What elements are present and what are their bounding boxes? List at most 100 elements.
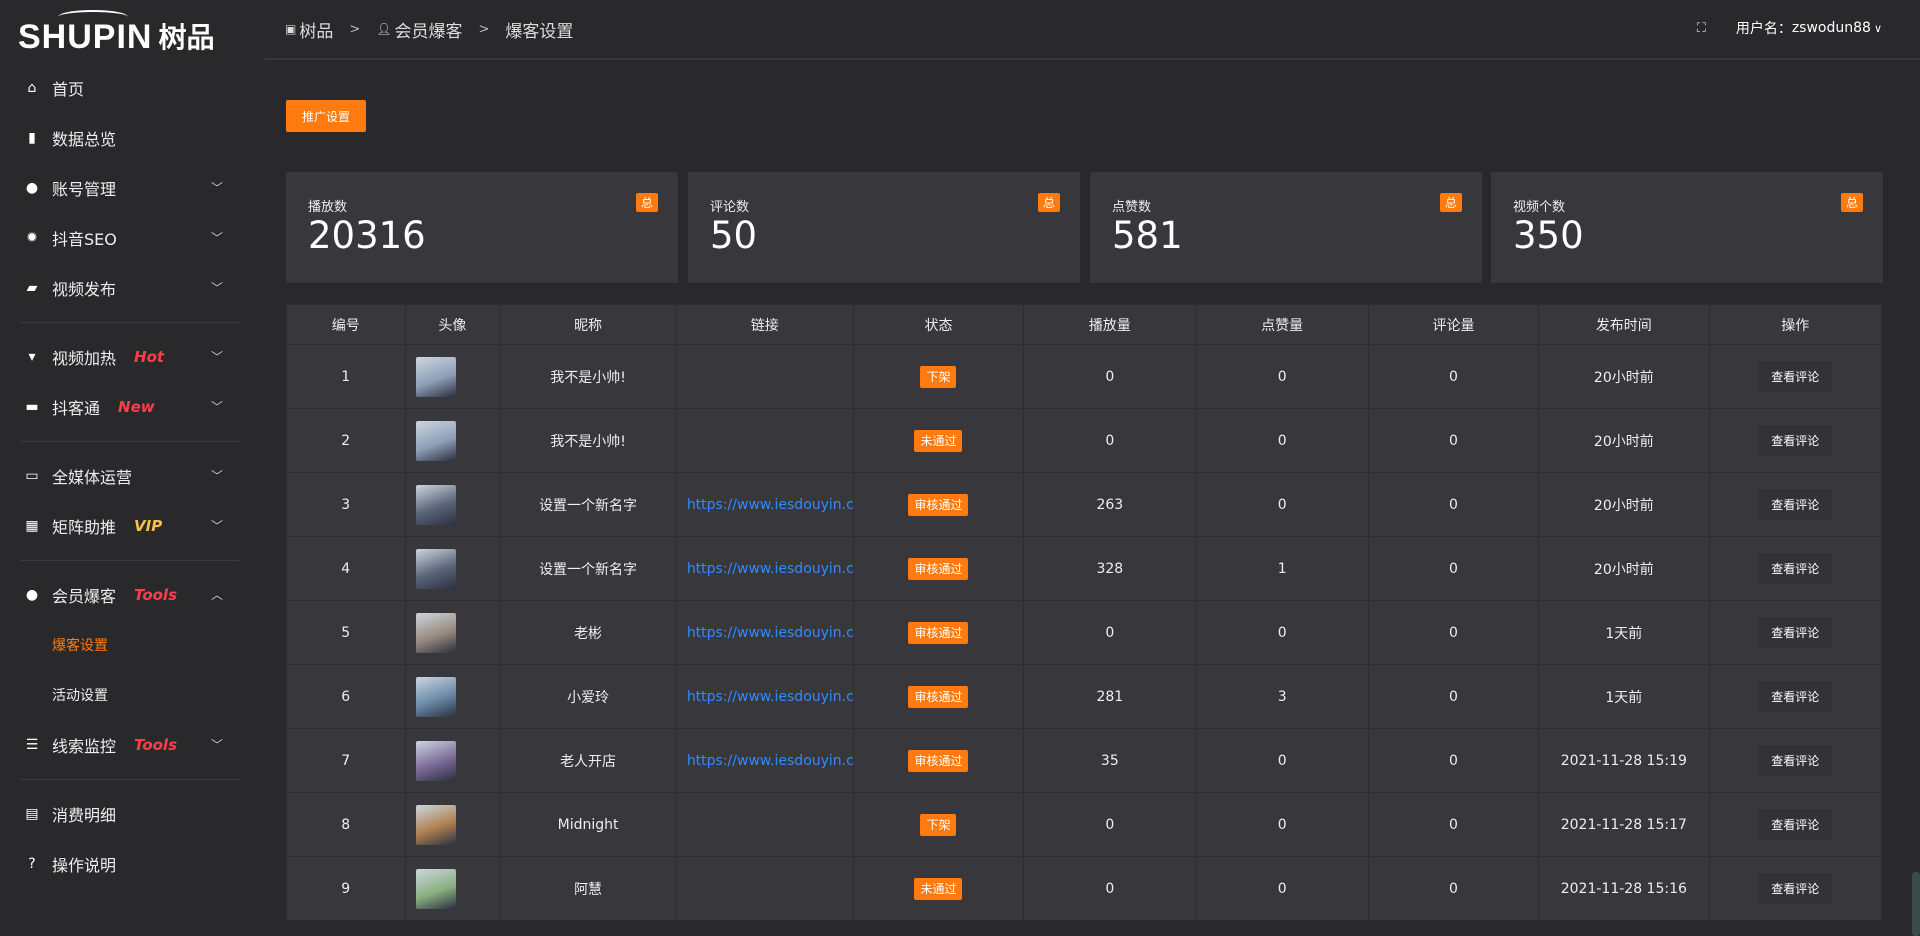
sidebar-item[interactable]: ▮ 数据总览 xyxy=(0,113,265,163)
cell-link xyxy=(675,856,854,921)
view-comments-button[interactable]: 查看评论 xyxy=(1758,362,1833,391)
sidebar-item-label: 抖音SEO xyxy=(52,230,117,249)
video-link[interactable]: https://www.iesdouyin.c xyxy=(686,560,853,577)
cell-time: 20小时前 xyxy=(1538,536,1710,601)
promo-settings-button[interactable]: 推广设置 xyxy=(286,100,366,132)
view-comments-button[interactable]: 查看评论 xyxy=(1758,810,1833,839)
chevron-down-icon: ﹀ xyxy=(210,350,223,364)
sidebar-subitem[interactable]: 爆客设置 xyxy=(0,620,265,670)
breadcrumb-item[interactable]: 会员爆客 xyxy=(394,21,463,42)
sidebar-item[interactable]: ▦ 矩阵助推 VIP ﹀ xyxy=(0,501,265,551)
sidebar-item-label: 操作说明 xyxy=(52,856,117,875)
stat-label: 播放数 xyxy=(308,200,348,215)
avatar xyxy=(415,612,456,653)
video-link[interactable]: https://www.iesdouyin.c xyxy=(686,496,853,513)
view-comments-button[interactable]: 查看评论 xyxy=(1758,426,1833,455)
cell-link: https://www.iesdouyin.c xyxy=(675,536,854,601)
sidebar-item[interactable]: ✹ 抖音SEO ﹀ xyxy=(0,213,265,263)
view-comments-button[interactable]: 查看评论 xyxy=(1758,554,1833,583)
sidebar-item[interactable]: ▤ 消费明细 xyxy=(0,789,265,839)
view-comments-button[interactable]: 查看评论 xyxy=(1758,746,1833,775)
column-header: 播放量 xyxy=(1023,304,1197,345)
sidebar-item-label: 线索监控 xyxy=(52,737,117,756)
cell-avatar xyxy=(404,664,501,729)
cell-avatar xyxy=(404,728,501,793)
stat-card: 点赞数 581 总 xyxy=(1090,172,1482,283)
sidebar-item[interactable]: ▭ 全媒体运营 ﹀ xyxy=(0,451,265,501)
status-badge: 下架 xyxy=(920,814,957,836)
cell-link: https://www.iesdouyin.c xyxy=(675,600,854,665)
cell-avatar xyxy=(404,600,501,665)
cell-avatar xyxy=(404,536,501,601)
status-badge: 审核通过 xyxy=(908,558,969,580)
table-row: 5 老彬 https://www.iesdouyin.c 审核通过 0 0 0 … xyxy=(286,600,1883,665)
cell-link xyxy=(675,408,854,473)
video-link[interactable]: https://www.iesdouyin.c xyxy=(686,688,853,705)
cell-comments: 0 xyxy=(1367,728,1540,793)
sidebar-subitem[interactable]: 活动设置 xyxy=(0,670,265,720)
breadcrumb-current: 爆客设置 xyxy=(505,21,574,42)
cell-time: 20小时前 xyxy=(1538,472,1710,537)
cell-likes: 1 xyxy=(1195,536,1369,601)
sidebar-item-label: 账号管理 xyxy=(52,180,117,199)
status-badge: 审核通过 xyxy=(908,622,969,644)
cell-avatar xyxy=(404,408,501,473)
stat-label: 点赞数 xyxy=(1112,200,1152,215)
table-header-row: 编号 头像 昵称 链接 状态 播放量 点赞量 评论量 发布时间 操作 xyxy=(286,304,1883,345)
fullscreen-icon[interactable]: ⛶ xyxy=(1696,20,1706,36)
cell-link: https://www.iesdouyin.c xyxy=(675,728,854,793)
cell-status: 审核通过 xyxy=(852,728,1025,793)
avatar xyxy=(415,868,456,909)
view-comments-button[interactable]: 查看评论 xyxy=(1758,874,1833,903)
view-comments-button[interactable]: 查看评论 xyxy=(1758,618,1833,647)
chevron-down-icon[interactable]: ∨ xyxy=(1873,21,1882,35)
cell-comments: 0 xyxy=(1367,856,1540,921)
column-header: 发布时间 xyxy=(1538,304,1710,345)
view-comments-button[interactable]: 查看评论 xyxy=(1758,490,1833,519)
cell-link xyxy=(675,344,854,409)
cell-plays: 35 xyxy=(1023,728,1197,793)
username-dropdown[interactable]: zswodun88 xyxy=(1791,20,1871,36)
cell-plays: 0 xyxy=(1023,792,1197,857)
sidebar-item-label: 抖客通 xyxy=(52,399,101,418)
chevron-down-icon: ﹀ xyxy=(210,738,223,752)
cell-link: https://www.iesdouyin.c xyxy=(675,472,854,537)
table-row: 2 我不是小帅! 未通过 0 0 0 20小时前 查看评论 xyxy=(286,408,1883,473)
cell-time: 1天前 xyxy=(1538,600,1710,665)
grid-icon: ▦ xyxy=(25,518,39,534)
stat-badge: 总 xyxy=(635,193,658,212)
video-link[interactable]: https://www.iesdouyin.c xyxy=(686,624,853,641)
sidebar-item-label: 数据总览 xyxy=(52,130,117,149)
cell-status: 审核通过 xyxy=(852,664,1025,729)
breadcrumb: ▣ 树品 > 👤︎ 会员爆客 > 爆客设置 xyxy=(285,17,573,42)
cell-action: 查看评论 xyxy=(1708,792,1883,857)
cell-comments: 0 xyxy=(1367,472,1540,537)
cell-comments: 0 xyxy=(1367,344,1540,409)
sidebar-item[interactable]: ▬ 抖客通 New ﹀ xyxy=(0,382,265,432)
status-badge: 未通过 xyxy=(914,430,963,452)
sidebar-item[interactable]: ☰ 线索监控 Tools ﹀ xyxy=(0,720,265,770)
divider xyxy=(20,560,239,561)
sidebar-item-label: 爆客设置 xyxy=(52,638,108,654)
cell-status: 下架 xyxy=(852,344,1025,409)
avatar xyxy=(415,356,456,397)
cell-action: 查看评论 xyxy=(1708,536,1883,601)
sidebar-item[interactable]: ▰ 视频发布 ﹀ xyxy=(0,263,265,313)
table-row: 3 设置一个新名字 https://www.iesdouyin.c 审核通过 2… xyxy=(286,472,1883,537)
sidebar-item[interactable]: ⌂ 首页 xyxy=(0,63,265,113)
sidebar-item[interactable]: ● 账号管理 ﹀ xyxy=(0,163,265,213)
cell-plays: 0 xyxy=(1023,856,1197,921)
sidebar-item[interactable]: ▾ 视频加热 Hot ﹀ xyxy=(0,332,265,382)
sidebar-tag: VIP xyxy=(134,517,163,535)
breadcrumb-item[interactable]: 树品 xyxy=(299,21,334,42)
sidebar-item-label: 首页 xyxy=(52,80,85,99)
sidebar-item[interactable]: ? 操作说明 xyxy=(0,839,265,889)
column-header: 评论量 xyxy=(1367,304,1540,345)
view-comments-button[interactable]: 查看评论 xyxy=(1758,682,1833,711)
logo[interactable]: SHUPIN 树品 xyxy=(18,10,214,54)
sidebar-item[interactable]: ● 会员爆客 Tools ︿ xyxy=(0,570,265,620)
scrollbar[interactable] xyxy=(1912,872,1920,936)
cell-likes: 0 xyxy=(1195,344,1369,409)
video-link[interactable]: https://www.iesdouyin.c xyxy=(686,752,853,769)
cell-action: 查看评论 xyxy=(1708,344,1883,409)
